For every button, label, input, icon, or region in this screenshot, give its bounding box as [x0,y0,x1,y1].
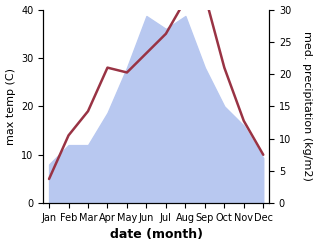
Y-axis label: med. precipitation (kg/m2): med. precipitation (kg/m2) [302,31,313,181]
Y-axis label: max temp (C): max temp (C) [5,68,16,145]
X-axis label: date (month): date (month) [110,228,203,242]
